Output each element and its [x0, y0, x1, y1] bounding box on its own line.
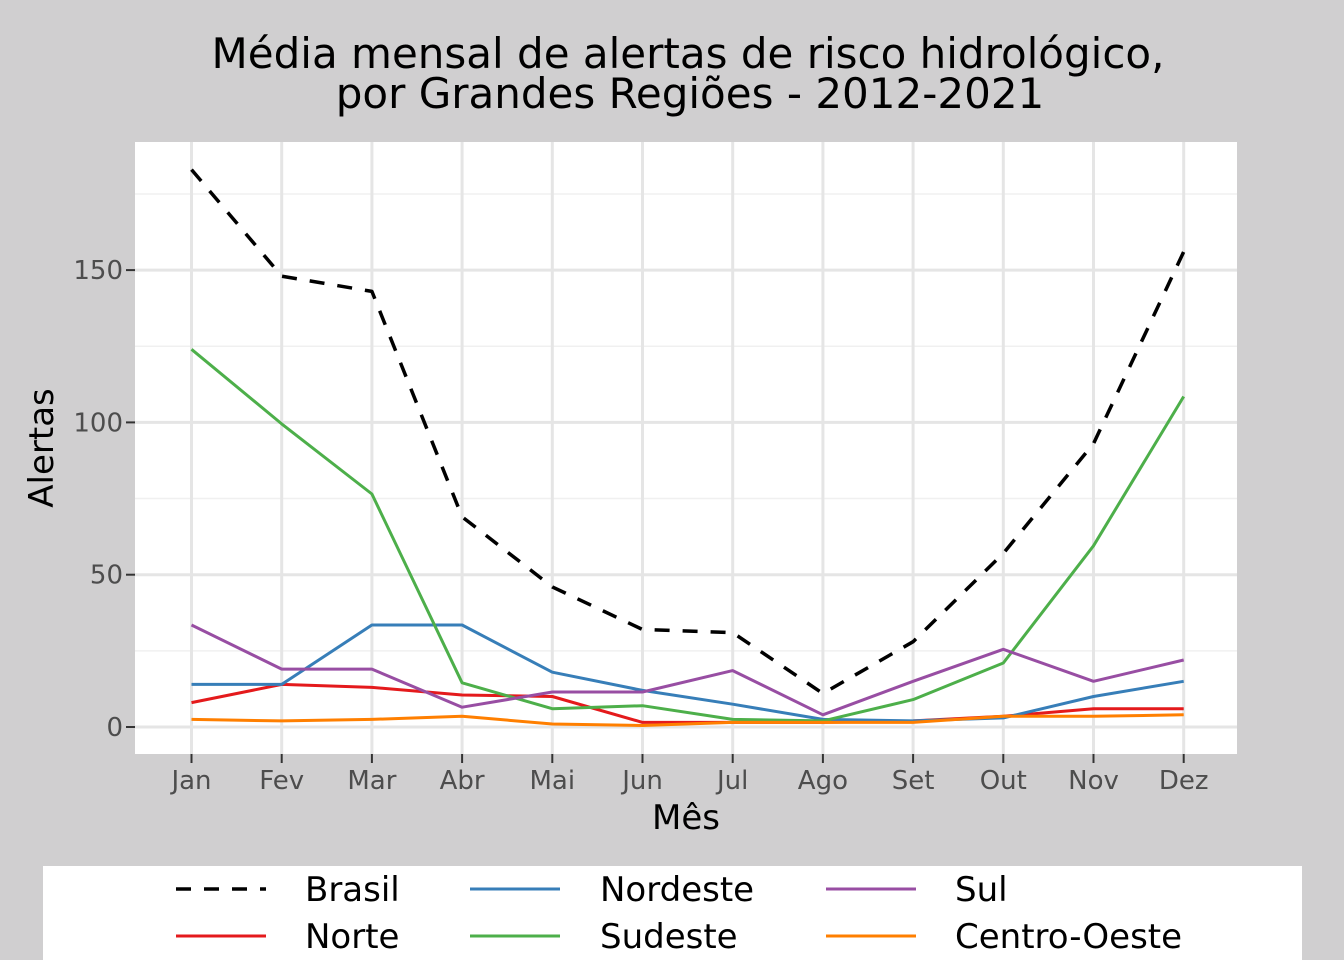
grid-major	[135, 142, 1237, 754]
grid-minor	[135, 193, 1237, 652]
legend-label: Norte	[305, 917, 399, 957]
y-tick-label: 150	[73, 256, 123, 286]
legend-box	[43, 866, 1302, 960]
plot-panel	[135, 142, 1237, 754]
x-tick-label: Out	[980, 766, 1027, 796]
x-tick-label: Jun	[620, 766, 663, 796]
legend-label: Brasil	[305, 870, 400, 910]
chart-title: Média mensal de alertas de risco hidroló…	[212, 29, 1165, 78]
legend-label: Centro-Oeste	[955, 917, 1182, 957]
series-line-brasil	[190, 168, 1186, 696]
y-tick-label: 50	[90, 561, 123, 591]
x-axis-title: Mês	[652, 798, 720, 838]
legend-label: Sudeste	[600, 917, 738, 957]
series-lines	[190, 168, 1186, 727]
legend: Brasil Norte Nordeste Sudeste Sul Centro-Oest…	[176, 870, 1182, 957]
series-line-centro-oeste	[191, 713, 1184, 727]
x-tick-label: Set	[892, 766, 935, 796]
chart-subtitle: por Grandes Regiões - 2012-2021	[336, 69, 1045, 118]
x-tick-label: Abr	[440, 766, 485, 796]
x-tick-label: Dez	[1159, 766, 1209, 796]
x-tick-label: Fev	[259, 766, 304, 796]
legend-label: Sul	[955, 870, 1008, 910]
y-axis-ticks: 0 50 100 150	[73, 256, 135, 743]
x-tick-label: Jul	[715, 766, 748, 796]
y-axis-title: Alertas	[22, 388, 62, 507]
series-line-sul	[190, 623, 1185, 717]
x-tick-label: Mar	[347, 766, 396, 796]
x-tick-label: Ago	[798, 766, 848, 796]
x-tick-label: Nov	[1068, 766, 1119, 796]
y-tick-label: 0	[106, 713, 123, 743]
legend-label: Nordeste	[600, 870, 754, 910]
series-line-nordeste	[191, 623, 1184, 723]
y-tick-label: 100	[73, 408, 123, 438]
x-tick-label: Jan	[169, 766, 211, 796]
x-tick-label: Mai	[530, 766, 576, 796]
series-line-sudeste	[190, 348, 1185, 723]
x-axis-ticks: Jan Fev Mar Abr Mai Jun Jul Ago Set Out Nov Dez	[169, 754, 1209, 796]
